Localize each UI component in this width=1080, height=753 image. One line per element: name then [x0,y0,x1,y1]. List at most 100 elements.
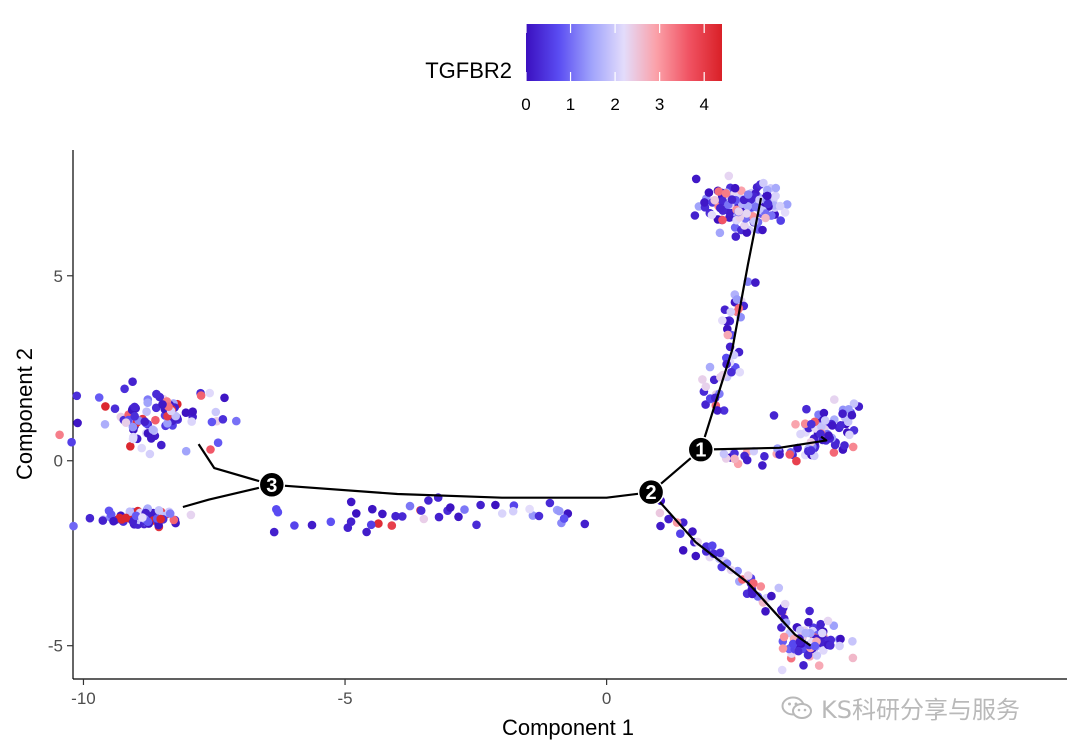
cell-point [763,199,773,209]
cell-point [817,422,826,431]
cell-point [378,509,387,519]
cell-point [804,617,813,627]
cell-point [545,498,555,508]
cell-point [719,449,729,459]
cell-point [816,429,825,439]
cell-point [98,516,108,525]
cell-point [121,418,131,428]
cell-point [158,400,167,409]
cell-point [823,616,833,626]
cell-point [829,621,839,630]
cell-point [698,375,707,384]
cell-point [812,651,822,660]
cell-point [366,520,376,530]
cell-point [218,415,228,424]
cell-point [713,406,722,415]
cell-point [416,506,426,515]
cell-point [85,513,95,523]
y-tick-label: 0 [54,452,63,471]
cell-point [826,641,835,650]
cell-point [148,425,158,435]
cell-point [368,504,377,514]
cell-point [555,506,564,516]
cell-point [232,416,241,426]
cell-point [761,607,770,616]
cell-point [802,404,811,414]
cell-point [346,497,356,507]
cell-point [326,517,336,527]
cell-point [128,422,138,432]
cell-point [715,228,725,238]
cell-point [100,420,110,429]
y-axis-title: Component 2 [12,348,37,480]
cell-point [497,509,507,518]
cell-point [828,421,837,430]
branch-node-3 [258,471,286,499]
cell-point [824,431,833,441]
cell-point [716,203,725,213]
cell-point [290,521,299,530]
cell-point [829,448,839,457]
cell-point [727,367,736,377]
cell-point [730,183,740,193]
cell-point [211,407,221,417]
axes: -10 -5 0 -5 0 5 Component 1 Component 2 [12,150,1067,740]
cell-point [776,216,785,225]
cell-point [110,404,120,414]
cell-point [491,500,500,510]
branch-node-label: 1 [695,440,706,462]
cell-point [163,419,172,428]
cell-point [472,520,481,530]
cell-point [758,461,767,470]
cell-point [165,509,175,518]
cell-point [836,421,845,430]
cell-point [454,512,463,522]
cell-point [836,634,845,644]
cell-point [405,501,415,511]
cell-point [792,456,801,466]
cell-point [701,400,710,409]
cell-point [207,417,217,427]
cell-point [780,208,790,217]
cell-point [774,583,784,593]
cell-point [559,514,569,523]
cell-point [701,382,711,392]
watermark-text: KS科研分享与服务 [821,696,1020,724]
cell-point [799,661,808,670]
cell-point [126,442,135,451]
cell-point [374,519,383,528]
cell-point [781,618,791,627]
cell-point [307,520,317,530]
cell-point [101,402,110,411]
cell-point [147,434,156,443]
cell-point [120,384,129,394]
cell-point [734,207,743,216]
cell-point [742,228,752,237]
legend-ticks: 0 1 2 3 4 [521,24,709,114]
cell-point [743,190,753,199]
wechat-icon [781,696,812,719]
cell-point [751,278,760,287]
cell-point [206,445,215,454]
cell-point [771,183,781,193]
cell-point [743,202,752,211]
trajectory-branch-lower-right [650,491,812,647]
x-ticks: -10 -5 0 [71,679,611,708]
cell-point [794,646,803,656]
cell-point [137,443,146,453]
cell-point [434,512,444,522]
cell-point [715,548,725,558]
y-ticks: -5 0 5 [48,267,73,656]
cell-point [140,417,150,427]
cell-point [725,208,734,217]
cell-point [782,200,792,209]
cell-point [763,191,772,201]
cell-point [419,514,429,524]
cell-point [130,412,139,421]
cell-point [55,430,64,440]
cell-point [718,215,727,225]
cell-point [269,527,279,537]
cell-point [476,500,485,510]
cell-point [761,213,770,223]
